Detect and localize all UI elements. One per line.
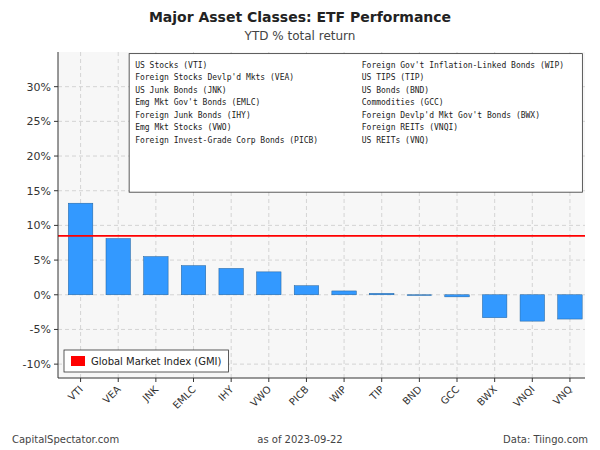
x-tick-label: VNQI bbox=[511, 384, 537, 410]
grid-line-x bbox=[118, 52, 119, 378]
grid-line-y bbox=[58, 225, 585, 226]
annotation: Foreign Stocks Devlp'd Mkts (VEA) bbox=[135, 73, 294, 82]
y-tick bbox=[54, 156, 58, 157]
y-tick-label: 10% bbox=[27, 219, 51, 232]
bar bbox=[369, 293, 393, 294]
y-tick-label: 20% bbox=[27, 150, 51, 163]
legend-swatch bbox=[71, 356, 85, 366]
chart: Major Asset Classes: ETF Performance YTD … bbox=[0, 0, 600, 450]
footer-text: as of 2023-09-22 bbox=[257, 434, 342, 445]
annotation: Foreign Gov't Inflation-Linked Bonds (WI… bbox=[362, 61, 564, 70]
x-tick-label: JNK bbox=[140, 383, 161, 404]
bar bbox=[257, 272, 281, 295]
y-tick-label: -5% bbox=[30, 323, 51, 336]
y-tick bbox=[54, 190, 58, 191]
bar bbox=[445, 295, 469, 297]
bar bbox=[482, 295, 506, 318]
y-tick bbox=[54, 294, 58, 295]
reference-line bbox=[58, 235, 585, 237]
bar bbox=[520, 295, 544, 321]
legend-frame bbox=[64, 350, 228, 372]
x-tick-label: BND bbox=[400, 383, 424, 407]
x-tick-label: VWO bbox=[248, 384, 273, 409]
annotation: Commodities (GCC) bbox=[362, 98, 444, 107]
y-tick bbox=[54, 364, 58, 365]
annotation: Foreign Devlp'd Mkt Gov't Bonds (BWX) bbox=[362, 111, 540, 120]
x-tick bbox=[494, 378, 495, 382]
y-tick bbox=[54, 121, 58, 122]
annotation: US REITs (VNQ) bbox=[362, 136, 429, 145]
bar bbox=[558, 295, 582, 319]
bar bbox=[294, 286, 318, 295]
annotation: Foreign REITs (VNQI) bbox=[362, 123, 458, 132]
x-tick-label: EMLC bbox=[171, 384, 198, 411]
y-tick-label: 5% bbox=[34, 254, 51, 267]
y-tick bbox=[54, 260, 58, 261]
grid bbox=[58, 52, 585, 378]
y-tick bbox=[54, 329, 58, 330]
x-tick-label: VEA bbox=[101, 384, 123, 406]
x-tick bbox=[268, 378, 269, 382]
bar bbox=[219, 268, 243, 294]
subtitle: YTD % total return bbox=[244, 29, 356, 43]
plot-area bbox=[58, 52, 585, 378]
annotation: US Bonds (BND) bbox=[362, 86, 429, 95]
annotation: Emg Mkt Gov't Bonds (EMLC) bbox=[135, 98, 260, 107]
x-tick bbox=[569, 378, 570, 382]
bar bbox=[181, 266, 205, 295]
y-tick-label: 0% bbox=[34, 289, 51, 302]
x-tick-label: VTI bbox=[66, 384, 85, 403]
x-tick-label: PICB bbox=[287, 384, 311, 408]
y-tick bbox=[54, 86, 58, 87]
x-tick-label: BWX bbox=[475, 384, 499, 408]
annotation: US Junk Bonds (JNK) bbox=[135, 86, 227, 95]
y-tick bbox=[54, 225, 58, 226]
y-tick-label: 15% bbox=[27, 185, 51, 198]
x-axis-line bbox=[58, 378, 585, 379]
bar bbox=[106, 239, 130, 295]
x-tick-label: GCC bbox=[438, 384, 461, 407]
x-tick bbox=[155, 378, 156, 382]
annotation: Emg Mkt Stocks (VWO) bbox=[135, 123, 231, 132]
footer-text: CapitalSpectator.com bbox=[12, 434, 119, 445]
annotation: Foreign Invest-Grade Corp Bonds (PICB) bbox=[135, 136, 318, 145]
x-tick bbox=[193, 378, 194, 382]
x-tick-label: WIP bbox=[327, 384, 348, 405]
footer-text: Data: Tiingo.com bbox=[503, 434, 588, 445]
bar bbox=[144, 257, 168, 295]
legend: Global Market Index (GMI) bbox=[64, 350, 228, 372]
y-tick-label: -10% bbox=[23, 358, 51, 371]
x-tick bbox=[231, 378, 232, 382]
x-tick bbox=[344, 378, 345, 382]
y-tick-label: 25% bbox=[27, 115, 51, 128]
x-tick-label: IHY bbox=[216, 383, 236, 403]
annotation-box-frame bbox=[129, 54, 582, 193]
bar bbox=[407, 294, 431, 296]
title: Major Asset Classes: ETF Performance bbox=[149, 9, 451, 25]
x-tick-label: VNQ bbox=[551, 384, 575, 408]
annotation: US Stocks (VTI) bbox=[135, 61, 207, 70]
x-tick bbox=[118, 378, 119, 382]
annotation: US TIPS (TIP) bbox=[362, 73, 425, 82]
x-tick bbox=[457, 378, 458, 382]
bar bbox=[68, 203, 92, 295]
x-tick bbox=[419, 378, 420, 382]
x-tick-label: TIP bbox=[367, 384, 386, 403]
footer: CapitalSpectator.com as of 2023-09-22 Data… bbox=[12, 434, 588, 445]
x-tick bbox=[306, 378, 307, 382]
y-tick-label: 30% bbox=[27, 81, 51, 94]
annotation-box: US Stocks (VTI) Foreign Stocks Devlp'd Mk… bbox=[129, 54, 582, 193]
x-tick bbox=[80, 378, 81, 382]
bars bbox=[58, 203, 585, 321]
grid-line-y bbox=[58, 329, 585, 330]
legend-label: Global Market Index (GMI) bbox=[91, 356, 222, 367]
grid-line-y bbox=[58, 260, 585, 261]
axes: -10% -5% 0% 5% 10% 15% 20% 25% 30% VTI VEA JNK EMLC I… bbox=[23, 52, 585, 411]
x-tick bbox=[532, 378, 533, 382]
annotation: Foreign Junk Bonds (IHY) bbox=[135, 111, 251, 120]
bar bbox=[332, 291, 356, 295]
x-tick bbox=[381, 378, 382, 382]
